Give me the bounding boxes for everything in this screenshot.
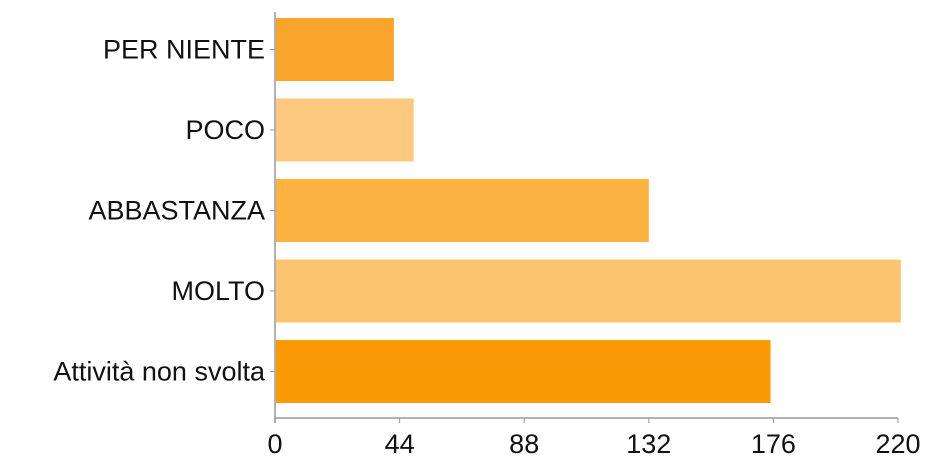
- category-label-abbastanza: ABBASTANZA: [88, 196, 265, 226]
- bar-abbastanza: [276, 179, 649, 242]
- x-tick-label: 88: [509, 429, 539, 459]
- category-label-per-niente: PER NIENTE: [103, 35, 265, 65]
- bar-poco: [276, 98, 414, 162]
- x-tick-label: 176: [751, 429, 796, 459]
- bar-per-niente: [276, 18, 394, 81]
- category-label-attivita-non-svolta: Attività non svolta: [53, 357, 266, 387]
- labels-layer: PER NIENTE POCO ABBASTANZA MOLTO Attività no…: [53, 35, 920, 460]
- bars-layer: [276, 18, 901, 403]
- bar-attivita-non-svolta: [276, 340, 771, 403]
- axes-layer: [270, 12, 899, 423]
- x-tick-label: 220: [875, 429, 920, 459]
- x-tick-label: 0: [267, 429, 282, 459]
- x-tick-label: 44: [385, 429, 415, 459]
- x-tick-label: 132: [626, 429, 671, 459]
- bar-molto: [276, 259, 901, 323]
- category-label-poco: POCO: [185, 115, 265, 145]
- category-label-molto: MOLTO: [171, 276, 265, 306]
